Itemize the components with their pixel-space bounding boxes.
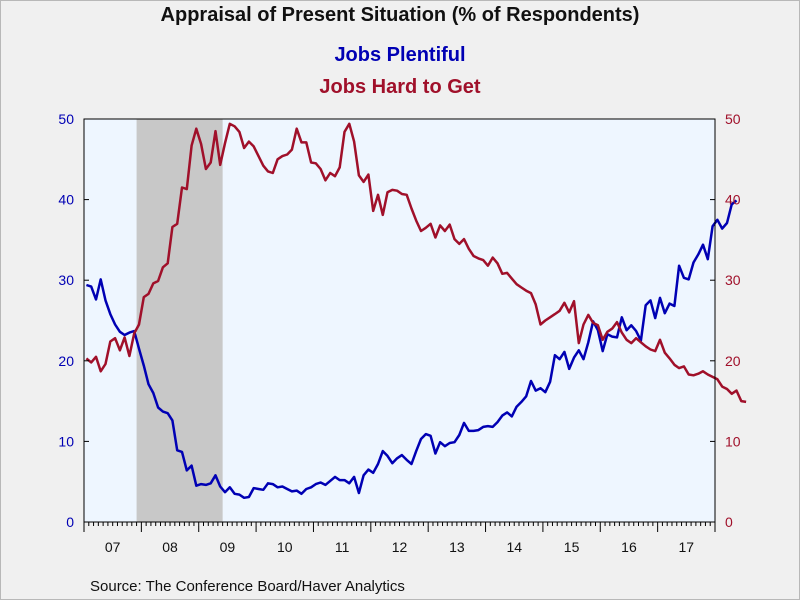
right-y-tick-label: 30 — [725, 272, 741, 288]
x-tick-label: 08 — [162, 539, 178, 555]
recession-band — [136, 119, 223, 522]
series-line-jobs-hard-to-get — [85, 122, 747, 404]
source-note: Source: The Conference Board/Haver Analy… — [90, 578, 405, 595]
left-y-tick-label: 20 — [58, 353, 74, 369]
x-tick-label: 14 — [506, 539, 522, 555]
right-y-tick-label: 10 — [725, 433, 741, 449]
x-tick-label: 12 — [392, 539, 408, 555]
x-tick-label: 09 — [220, 539, 236, 555]
right-y-tick-label: 0 — [725, 514, 733, 530]
x-tick-label: 07 — [105, 539, 121, 555]
x-tick-label: 10 — [277, 539, 293, 555]
right-y-tick-label: 40 — [725, 192, 741, 208]
x-tick-label: 17 — [679, 539, 695, 555]
right-y-tick-label: 50 — [725, 111, 741, 127]
right-y-tick-label: 20 — [725, 353, 741, 369]
series-line-jobs-plentiful — [86, 199, 738, 500]
left-y-tick-label: 10 — [58, 433, 74, 449]
series-label-jobs-hard-to-get: Jobs Hard to Get — [319, 76, 481, 98]
left-y-tick-label: 40 — [58, 192, 74, 208]
left-y-tick-label: 0 — [66, 514, 74, 530]
left-y-tick-label: 30 — [58, 272, 74, 288]
x-tick-label: 15 — [564, 539, 580, 555]
x-tick-label: 11 — [335, 539, 350, 555]
x-tick-label: 13 — [449, 539, 465, 555]
left-y-tick-label: 50 — [58, 111, 74, 127]
chart-title: Appraisal of Present Situation (% of Res… — [160, 4, 640, 26]
x-tick-label: 16 — [621, 539, 637, 555]
series-label-jobs-plentiful: Jobs Plentiful — [334, 44, 466, 66]
